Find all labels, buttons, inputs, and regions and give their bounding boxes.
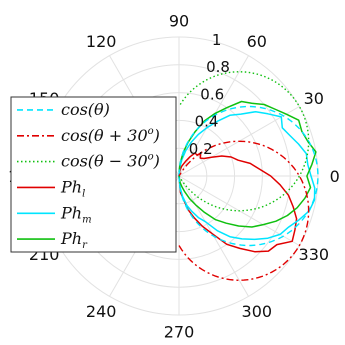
- measured-curve: [178, 100, 317, 228]
- legend-label: cos(θ): [61, 100, 110, 119]
- radial-tick-label: 0.6: [200, 85, 224, 103]
- angle-tick-label: 240: [86, 302, 117, 321]
- data-curves: [178, 71, 319, 281]
- angle-tick-label: 270: [164, 323, 195, 342]
- reference-curve: [178, 140, 310, 281]
- reference-curve: [178, 71, 310, 212]
- angle-tick-label: 30: [304, 89, 324, 108]
- measured-curve: [178, 110, 316, 241]
- legend: cos(θ) cos(θ + 30o) cos(θ − 30o) Phl Phm Phr: [10, 96, 177, 253]
- angle-tick-label: 120: [86, 32, 117, 51]
- reference-curve: [178, 105, 319, 247]
- radial-tick-label: 0.8: [206, 58, 230, 76]
- radial-tick-label: 0.4: [195, 113, 219, 131]
- angle-tick-label: 90: [169, 11, 189, 30]
- legend-label: Phm: [60, 203, 92, 225]
- angle-tick-label: 330: [299, 245, 330, 264]
- legend-label: Phr: [60, 229, 88, 251]
- legend-label: Phl: [60, 177, 85, 199]
- angle-tick-label: 60: [247, 32, 267, 51]
- legend-label: cos(θ − 30o): [61, 152, 160, 171]
- angle-tick-label: 300: [242, 302, 273, 321]
- radial-tick-label: 0.2: [189, 140, 213, 158]
- tick-labels: 03060901201501802102402703003300.20.40.6…: [8, 11, 340, 341]
- legend-label: cos(θ + 30o): [61, 126, 160, 145]
- angle-tick-label: 0: [330, 167, 340, 186]
- legend-box: [10, 96, 177, 253]
- radial-tick-label: 1: [212, 31, 222, 49]
- measured-curve: [178, 152, 298, 253]
